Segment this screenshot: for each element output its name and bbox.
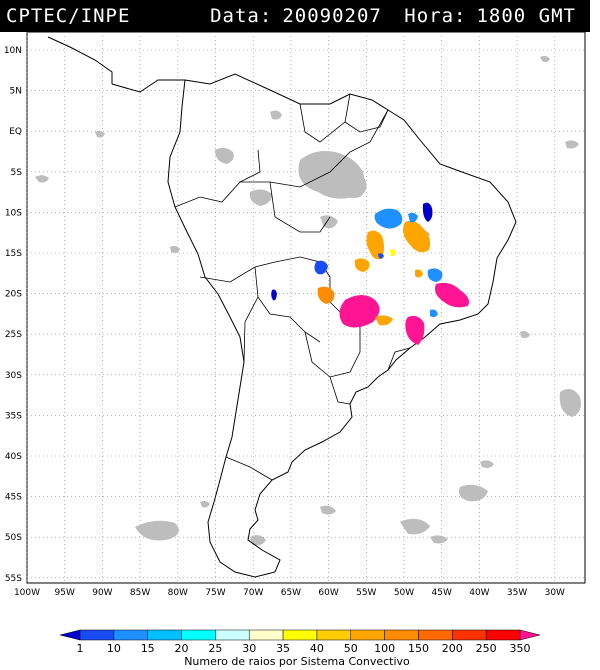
- lon-label: 75W: [205, 588, 225, 598]
- lat-label: 45S: [5, 493, 22, 503]
- cloud-cover: [35, 55, 581, 546]
- lon-label: 85W: [130, 588, 150, 598]
- blue-cluster-10s-46w: [422, 202, 433, 222]
- blue-cluster-10s-55w: [374, 208, 403, 229]
- colorbar-swatch: [384, 629, 419, 641]
- lat-label: 10N: [4, 46, 22, 56]
- lon-label: 60W: [318, 588, 338, 598]
- lat-label: 15S: [5, 249, 22, 259]
- colorbar-high-arrow: [519, 629, 541, 641]
- date-label: Data:: [210, 5, 273, 27]
- lightning-clusters: [271, 202, 469, 345]
- colorbar-tick-label: 30: [242, 642, 256, 655]
- map-header: CPTEC/INPE Data: 20090207 Hora: 1800 GMT: [0, 0, 590, 32]
- lat-label: 40S: [5, 452, 22, 462]
- colorbar-tick-label: 150: [408, 642, 429, 655]
- colorbar-tick-label: 40: [310, 642, 324, 655]
- lon-label: 90W: [92, 588, 112, 598]
- colorbar-tick-label: 100: [374, 642, 395, 655]
- colorbar-swatch: [147, 629, 182, 641]
- colorbar-swatch: [79, 629, 115, 641]
- colorbar-tick-label: 350: [510, 642, 531, 655]
- lat-label: 5N: [10, 87, 22, 97]
- colorbar-tick-label: 10: [107, 642, 121, 655]
- colorbar-swatch: [113, 629, 148, 641]
- orange-cluster-13s-55w: [366, 230, 384, 260]
- magenta-cluster-24s-47w: [405, 315, 425, 345]
- colorbar-title: Numero de raios por Sistema Convectivo: [184, 655, 410, 668]
- lon-label: 65W: [281, 588, 301, 598]
- lon-label: 50W: [394, 588, 414, 598]
- magenta-cluster-20s-44w: [435, 282, 469, 308]
- yellow-cluster-15s-50w: [390, 249, 396, 257]
- datetime-label: Data: 20090207 Hora: 1800 GMT: [200, 5, 576, 27]
- colorbar-tick-label: 1: [77, 642, 84, 655]
- blue-cluster-20s-66w: [271, 289, 277, 301]
- blue-cluster-12s-52w: [408, 212, 418, 223]
- lon-label: 55W: [356, 588, 376, 598]
- time-label: Hora:: [404, 5, 467, 27]
- colorbar-swatch: [215, 629, 250, 641]
- blue-cluster-23s-45w: [430, 309, 438, 318]
- lat-label: 20S: [5, 290, 22, 300]
- colorbar-tick-label: 25: [208, 642, 222, 655]
- map-frame: [26, 32, 586, 584]
- lon-label: 40W: [469, 588, 489, 598]
- lat-label: 50S: [5, 533, 22, 543]
- lightning-map: 10N5NEQ5S10S15S20S25S30S35S40S45S50S55S …: [4, 32, 586, 668]
- colorbar-swatch: [181, 629, 216, 641]
- longitude-labels: 100W 95W 90W 85W 80W 75W 70W 65W 60W 55W 50W 45W 40W…: [14, 588, 565, 598]
- orange-cluster-18s-57w: [354, 258, 370, 272]
- lat-label: EQ: [9, 127, 22, 137]
- colorbar-swatch: [248, 629, 284, 641]
- orange-cluster-22s-55w: [375, 315, 393, 326]
- lon-label: 45W: [432, 588, 452, 598]
- lat-label: 25S: [5, 330, 22, 340]
- colorbar-tick-label: 50: [344, 642, 358, 655]
- colorbar-swatch: [418, 629, 453, 641]
- colorbar-tick-label: 20: [175, 642, 189, 655]
- latitude-labels: 10N 5N EQ 5S 10S 15S 20S 25S 30S 35S 40S 45S 50S 55S: [4, 46, 22, 584]
- coastlines: [47, 36, 517, 578]
- time-value: 1800 GMT: [476, 5, 576, 27]
- lon-label: 80W: [168, 588, 188, 598]
- blue-cluster-15s-55w: [378, 253, 384, 259]
- lon-label: 100W: [14, 588, 40, 598]
- lon-label: 35W: [507, 588, 527, 598]
- colorbar: 1 10 15 20 25 30 35 40 50 100 150 200 250 350: [59, 629, 541, 655]
- colorbar-swatch: [282, 629, 318, 641]
- magenta-cluster-22s-57w: [339, 295, 380, 328]
- colorbar-swatch: [350, 629, 385, 641]
- colorbar-swatch: [316, 629, 352, 641]
- orange-cluster-14s-48w: [403, 220, 431, 253]
- date-value: 20090207: [282, 5, 382, 27]
- lon-label: 70W: [243, 588, 263, 598]
- lat-label: 55S: [5, 574, 22, 584]
- lat-label: 30S: [5, 371, 22, 381]
- colorbar-tick-label: 200: [442, 642, 463, 655]
- lat-label: 35S: [5, 411, 22, 421]
- colorbar-tick-label: 250: [476, 642, 497, 655]
- orange-cluster-18s-45w: [415, 269, 423, 278]
- orange-cluster-20s-60w: [317, 286, 335, 304]
- blue-cluster-17s-62w: [314, 260, 328, 275]
- organization-label: CPTEC/INPE: [6, 5, 131, 27]
- colorbar-tick-label: 15: [141, 642, 155, 655]
- lat-label: 10S: [5, 208, 22, 218]
- lat-label: 5S: [11, 168, 23, 178]
- lon-label: 95W: [55, 588, 75, 598]
- blue-cluster-18s-47w: [427, 268, 443, 282]
- colorbar-tick-label: 35: [276, 642, 290, 655]
- colorbar-swatch: [485, 629, 521, 641]
- colorbar-low-arrow: [59, 629, 81, 641]
- lon-label: 30W: [545, 588, 565, 598]
- colorbar-swatch: [452, 629, 487, 641]
- gridlines: [26, 32, 585, 583]
